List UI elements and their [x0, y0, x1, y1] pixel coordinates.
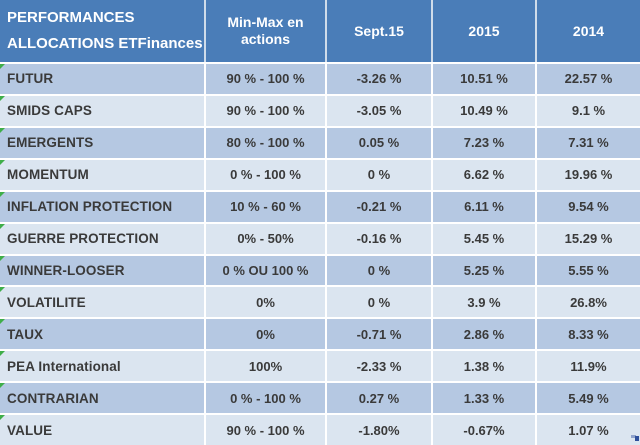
table-row: VOLATILITE 0% 0 % 3.9 % 26.8%	[0, 285, 640, 318]
y2015-value-cell: 10.51 %	[433, 64, 537, 94]
table-row: MOMENTUM 0 % - 100 % 0 % 6.62 % 19.96 %	[0, 157, 640, 190]
error-flag-icon	[0, 319, 5, 325]
minmax-value-cell: 0 % OU 100 %	[206, 255, 327, 286]
row-label-cell: VOLATILITE	[0, 287, 206, 318]
minmax-value-cell: 100%	[206, 351, 327, 382]
y2014-value-cell: 7.31 %	[568, 135, 609, 151]
row-label-cell: MOMENTUM	[0, 159, 206, 190]
sept15-value-cell: -3.26 %	[327, 64, 433, 94]
error-flag-icon	[0, 415, 5, 421]
table-title-line2: ALLOCATIONS ETFinances	[7, 35, 203, 52]
y2014-value-cell: 26.8%	[570, 294, 607, 310]
y2014-value-cell: 5.49 %	[568, 390, 609, 406]
table-row: SMIDS CAPS 90 % - 100 % -3.05 % 10.49 % …	[0, 93, 640, 126]
error-flag-icon	[0, 287, 5, 293]
row-label-cell: TAUX	[0, 319, 206, 350]
y2015-value-cell: 1.33 %	[433, 383, 537, 414]
sept15-value-cell: 0 %	[327, 255, 433, 286]
row-label-cell: SMIDS CAPS	[0, 95, 206, 126]
sept15-value-cell: 0.27 %	[327, 383, 433, 414]
table-row: PEA International 100% -2.33 % 1.38 % 11…	[0, 349, 640, 382]
row-label-cell: EMERGENTS	[0, 127, 206, 158]
table-row: FUTUR 90 % - 100 % -3.26 % 10.51 % 22.57…	[0, 62, 640, 94]
y2015-value-cell: -0.67%	[433, 415, 537, 445]
table-body: FUTUR 90 % - 100 % -3.26 % 10.51 % 22.57…	[0, 62, 640, 445]
header-cell-sept15: Sept.15	[327, 0, 433, 62]
y2015-value-cell: 5.45 %	[433, 223, 537, 254]
error-flag-icon	[0, 255, 5, 261]
table-row: VALUE 90 % - 100 % -1.80% -0.67% 1.07 %	[0, 413, 640, 445]
y2014-value-cell: 11.9%	[570, 358, 607, 374]
sept15-value-cell: -0.71 %	[327, 319, 433, 350]
y2014-value-cell: 22.57 %	[564, 71, 613, 87]
row-label-cell: VALUE	[0, 415, 206, 445]
row-label-cell: CONTRARIAN	[0, 383, 206, 414]
row-label-cell: PEA International	[0, 351, 206, 382]
y2014-value-cell: 1.07 %	[568, 422, 609, 438]
table-row: EMERGENTS 80 % - 100 % 0.05 % 7.23 % 7.3…	[0, 125, 640, 158]
minmax-value-cell: 0 % - 100 %	[206, 383, 327, 414]
minmax-value-cell: 80 % - 100 %	[206, 127, 327, 158]
sept15-value-cell: 0 %	[327, 159, 433, 190]
sept15-value-cell: -3.05 %	[327, 95, 433, 126]
sept15-value-cell: -0.16 %	[327, 223, 433, 254]
header-cell-2015: 2015	[433, 0, 537, 62]
table-row: WINNER-LOOSER 0 % OU 100 % 0 % 5.25 % 5.…	[0, 253, 640, 286]
y2015-value-cell: 2.86 %	[433, 319, 537, 350]
row-label-cell: INFLATION PROTECTION	[0, 191, 206, 222]
table-row: GUERRE PROTECTION 0% - 50% -0.16 % 5.45 …	[0, 221, 640, 254]
y2014-value-cell: 5.55 %	[568, 262, 609, 278]
error-flag-icon	[0, 191, 5, 197]
minmax-value-cell: 90 % - 100 %	[206, 415, 327, 445]
y2015-value-cell: 5.25 %	[433, 255, 537, 286]
minmax-value-cell: 0%	[206, 319, 327, 350]
sept15-value-cell: -1.80%	[327, 415, 433, 445]
header-cell-minmax: Min-Max en actions	[206, 0, 327, 62]
minmax-value-cell: 90 % - 100 %	[206, 95, 327, 126]
error-flag-icon	[0, 351, 5, 357]
table-row: INFLATION PROTECTION 10 % - 60 % -0.21 %…	[0, 189, 640, 222]
error-flag-icon	[0, 127, 5, 133]
smart-tag-icon[interactable]	[631, 433, 639, 441]
row-label-cell: FUTUR	[0, 64, 206, 94]
error-flag-icon	[0, 64, 5, 69]
minmax-value-cell: 0% - 50%	[206, 223, 327, 254]
y2015-value-cell: 1.38 %	[433, 351, 537, 382]
header-cell-title: PERFORMANCES ALLOCATIONS ETFinances	[0, 0, 206, 62]
y2014-value-cell: 9.1 %	[571, 103, 606, 119]
error-flag-icon	[0, 223, 5, 229]
smart-tag-icon-dark-part	[635, 436, 639, 441]
y2014-value-cell: 19.96 %	[564, 167, 613, 183]
error-flag-icon	[0, 159, 5, 165]
row-label-cell: WINNER-LOOSER	[0, 255, 206, 286]
sept15-value-cell: 0 %	[327, 287, 433, 318]
error-flag-icon	[0, 95, 5, 101]
y2015-value-cell: 6.11 %	[433, 191, 537, 222]
header-cell-2014: 2014	[572, 22, 605, 39]
error-flag-icon	[0, 383, 5, 389]
table-row: TAUX 0% -0.71 % 2.86 % 8.33 %	[0, 317, 640, 350]
y2014-value-cell: 9.54 %	[568, 199, 609, 215]
row-label-cell: GUERRE PROTECTION	[0, 223, 206, 254]
minmax-value-cell: 90 % - 100 %	[206, 64, 327, 94]
y2015-value-cell: 3.9 %	[433, 287, 537, 318]
sept15-value-cell: -0.21 %	[327, 191, 433, 222]
y2015-value-cell: 10.49 %	[433, 95, 537, 126]
minmax-value-cell: 10 % - 60 %	[206, 191, 327, 222]
table-title-line1: PERFORMANCES	[7, 9, 135, 26]
sept15-value-cell: 0.05 %	[327, 127, 433, 158]
sept15-value-cell: -2.33 %	[327, 351, 433, 382]
table-row: CONTRARIAN 0 % - 100 % 0.27 % 1.33 % 5.4…	[0, 381, 640, 414]
minmax-value-cell: 0%	[206, 287, 327, 318]
minmax-value-cell: 0 % - 100 %	[206, 159, 327, 190]
y2014-value-cell: 15.29 %	[564, 231, 613, 247]
table-header: PERFORMANCES ALLOCATIONS ETFinances Min-…	[0, 0, 640, 62]
y2014-value-cell: 8.33 %	[568, 326, 609, 342]
y2015-value-cell: 7.23 %	[433, 127, 537, 158]
y2015-value-cell: 6.62 %	[433, 159, 537, 190]
smart-tag-icon-light-part	[631, 435, 636, 438]
